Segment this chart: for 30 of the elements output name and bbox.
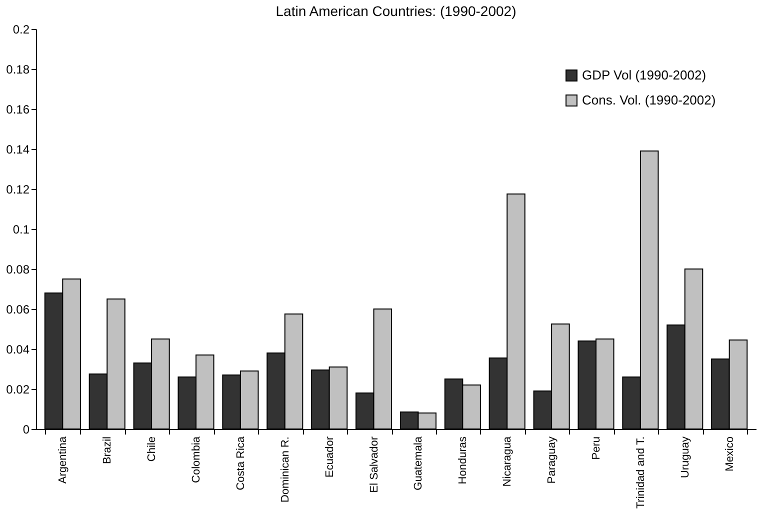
x-tick-label: Trinidad and T. xyxy=(634,436,647,509)
y-tick-label: 0.2 xyxy=(12,22,30,36)
x-tick-label: Paraguay xyxy=(546,436,558,484)
y-tick-label: 0.18 xyxy=(6,62,30,76)
x-tick-label: Nicaragua xyxy=(502,436,514,487)
x-tick-label: Dominican R. xyxy=(279,436,292,503)
legend-label: Cons. Vol. (1990-2002) xyxy=(582,92,716,108)
y-tick-label: 0.06 xyxy=(6,302,30,316)
x-tick-label: Argentina xyxy=(57,436,70,484)
y-tick-label: 0.04 xyxy=(6,342,30,356)
x-tick-label: Mexico xyxy=(724,436,736,472)
x-tick-label: Peru xyxy=(590,436,602,460)
x-tick-label: Colombia xyxy=(190,436,202,483)
y-tick-label: 0.08 xyxy=(6,262,30,276)
y-tick-label: 0.14 xyxy=(6,142,30,156)
y-tick-label: 0.12 xyxy=(6,182,30,196)
chart-title: Latin American Countries: (1990-2002) xyxy=(276,3,516,19)
x-tick-label: Brazil xyxy=(102,436,114,464)
x-tick-label: Uruguay xyxy=(679,436,692,478)
x-tick-label: El Salvador xyxy=(368,436,380,493)
y-tick-label: 0.16 xyxy=(6,102,30,116)
legend-label: GDP Vol (1990-2002) xyxy=(582,68,706,82)
x-tick-label: Chile xyxy=(146,436,158,462)
y-tick-label: 0.1 xyxy=(12,222,30,236)
x-tick-label: Ecuador xyxy=(324,436,336,478)
x-tick-label: Costa Rica xyxy=(234,436,247,490)
x-tick-label: Guatemala xyxy=(412,436,425,490)
y-tick-label: 0 xyxy=(22,422,30,436)
x-tick-label: Honduras xyxy=(457,436,470,484)
y-tick-label: 0.02 xyxy=(6,382,30,396)
